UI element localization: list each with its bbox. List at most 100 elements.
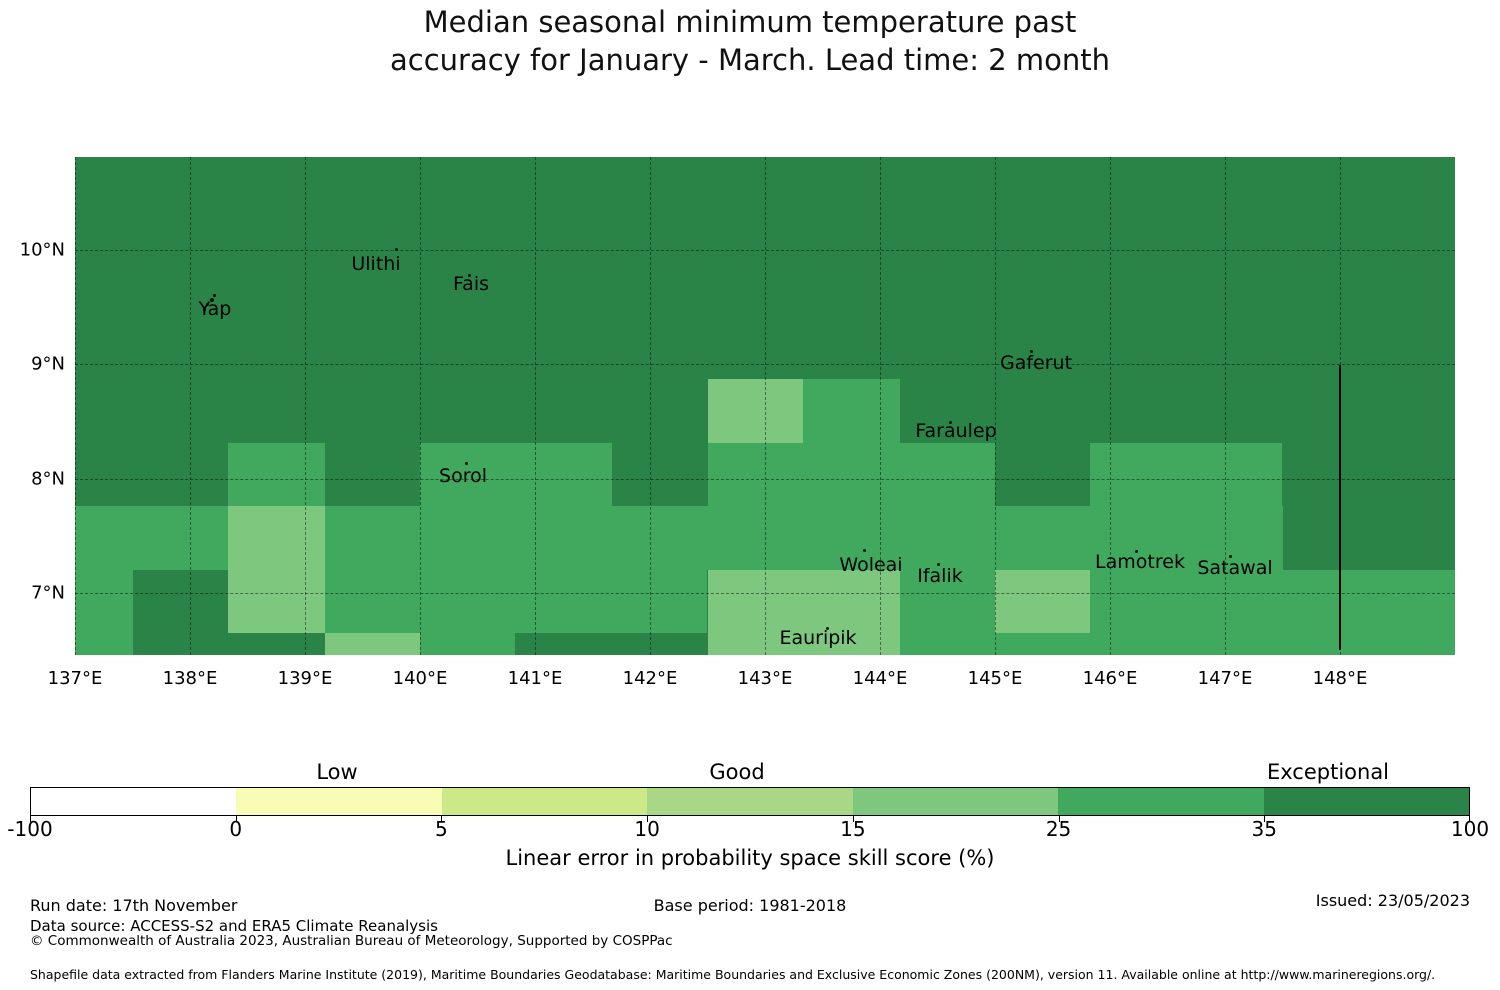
island-label-lamotrek: Lamotrek: [1095, 551, 1185, 573]
colorbar-segment-10-to-15: [647, 788, 853, 815]
map-cell-skill-25-35: [707, 443, 995, 507]
data-source-text: Data source: ACCESS-S2 and ERA5 Climate …: [30, 917, 438, 935]
issued-date-text: Issued: 23/05/2023: [1315, 891, 1470, 910]
colorbar-segment-5-to-10: [441, 788, 648, 815]
colorbar-tick-mark: [441, 816, 443, 822]
colorbar-tick-mark: [1058, 816, 1060, 822]
meridian-gridline: [1110, 157, 1111, 655]
y-tick-label: 7°N: [31, 582, 65, 604]
colorbar-tick-mark: [1264, 816, 1266, 822]
island-marker-gaferut: [1030, 350, 1033, 353]
island-marker-satawal: [1229, 555, 1232, 558]
colorbar-tick-label: 5: [435, 817, 448, 841]
x-tick-label: 141°E: [507, 668, 563, 689]
island-label-ifalik: Ifalik: [917, 565, 963, 587]
meridian-gridline: [765, 157, 766, 655]
map-cell-skill-25-35: [899, 570, 1455, 655]
map-cell-skill-25-35: [324, 570, 708, 634]
meridian-gridline: [880, 157, 881, 655]
chart-title: Median seasonal minimum temperature past…: [0, 3, 1500, 79]
island-marker-lamotrek: [1135, 550, 1138, 553]
colorbar-segment-15-to-25: [852, 788, 1059, 815]
colorbar: [30, 787, 1470, 816]
x-tick-label: 139°E: [277, 668, 333, 689]
colorbar-tick-mark: [30, 816, 31, 822]
island-label-gaferut: Gaferut: [999, 352, 1073, 374]
colorbar-segment-0-to-5: [236, 788, 442, 815]
x-tick-label: 144°E: [852, 668, 908, 689]
x-tick-label: 147°E: [1197, 668, 1253, 689]
x-tick-label: 142°E: [622, 668, 678, 689]
meridian-gridline: [650, 157, 651, 655]
island-label-ulithi: Ulithi: [351, 253, 401, 275]
island-marker-faraulep: [949, 421, 952, 424]
map-cell-skill-15-25: [707, 379, 803, 444]
chart-title-line1: Median seasonal minimum temperature past: [423, 5, 1077, 39]
y-tick-label: 9°N: [31, 353, 65, 375]
island-marker-ifalik: [937, 563, 940, 566]
colorbar-tick-label: 0: [229, 817, 243, 841]
map-cell-skill-15-25: [995, 570, 1091, 634]
map-plot-area: Yap Ulithi Fais Sorol Gaferut Faraulep Woleai I…: [75, 157, 1455, 655]
colorbar-tick-label: 100: [1450, 817, 1490, 841]
colorbar-tick-mark: [647, 816, 649, 822]
island-label-faraulep: Faraulep: [915, 420, 997, 442]
island-marker-eauripik: [826, 627, 829, 630]
island-label-satawal: Satawal: [1197, 557, 1273, 579]
colorbar-tick-mark: [1469, 816, 1470, 822]
island-label-eauripik: Eauripik: [779, 627, 857, 649]
x-tick-label: 140°E: [392, 668, 448, 689]
meridian-gridline: [1225, 157, 1226, 655]
island-label-fais: Fais: [452, 273, 490, 295]
colorbar-category-low: Low: [316, 760, 358, 784]
island-label-woleai: Woleai: [839, 554, 903, 576]
map-cell-skill-25-35: [420, 443, 613, 507]
colorbar-category-good: Good: [709, 760, 765, 784]
meridian-gridline: [995, 157, 996, 655]
map-cell-skill-25-35: [75, 570, 133, 655]
island-marker-ulithi: [395, 248, 398, 251]
shapefile-note-text: Shapefile data extracted from Flanders M…: [30, 967, 1436, 982]
base-period-text: Base period: 1981-2018: [653, 896, 847, 915]
x-tick-label: 137°E: [47, 668, 103, 689]
colorbar-tick-mark: [852, 816, 854, 822]
map-cell-skill-15-25: [707, 570, 900, 655]
chart-title-line2: accuracy for January - March. Lead time:…: [389, 43, 1110, 77]
parallel-gridline: [75, 364, 1455, 366]
meridian-gridline: [535, 157, 536, 655]
island-marker-yap: [210, 298, 214, 302]
parallel-gridline: [75, 249, 1455, 251]
x-tick-label: 138°E: [162, 668, 218, 689]
meridian-gridline: [190, 157, 191, 655]
colorbar-category-exceptional: Exceptional: [1266, 760, 1390, 784]
map-cell-skill-15-25: [227, 506, 325, 634]
colorbar-axis-label: Linear error in probability space skill …: [505, 846, 995, 870]
map-cell-skill-25-35: [802, 379, 900, 444]
x-tick-label: 145°E: [967, 668, 1023, 689]
meridian-gridline: [420, 157, 421, 655]
parallel-gridline: [75, 593, 1455, 595]
map-cell-skill-25-35: [420, 633, 516, 655]
island-marker-yap: [206, 303, 209, 306]
parallel-gridline: [75, 478, 1455, 480]
colorbar-tick-mark: [235, 816, 237, 822]
map-cell-skill-25-35: [227, 443, 325, 507]
island-marker-yap: [203, 308, 206, 311]
x-tick-label: 146°E: [1082, 668, 1138, 689]
run-date-text: Run date: 17th November: [30, 896, 238, 915]
y-tick-label: 10°N: [19, 239, 65, 261]
island-marker-yap: [213, 294, 216, 297]
island-marker-sorol: [465, 462, 468, 465]
island-label-sorol: Sorol: [439, 465, 487, 487]
colorbar-segment-35-to-100: [1263, 788, 1469, 815]
island-marker-woleai: [863, 549, 866, 552]
colorbar-segment--100-to-0: [31, 788, 237, 815]
meridian-gridline: [305, 157, 306, 655]
y-tick-label: 8°N: [31, 468, 65, 490]
x-tick-label: 148°E: [1312, 668, 1368, 689]
colorbar-segment-25-to-35: [1058, 788, 1264, 815]
island-marker-fais: [468, 274, 471, 277]
copyright-text: © Commonwealth of Australia 2023, Austra…: [30, 933, 673, 949]
meridian-gridline: [75, 157, 76, 655]
x-tick-label: 143°E: [737, 668, 793, 689]
